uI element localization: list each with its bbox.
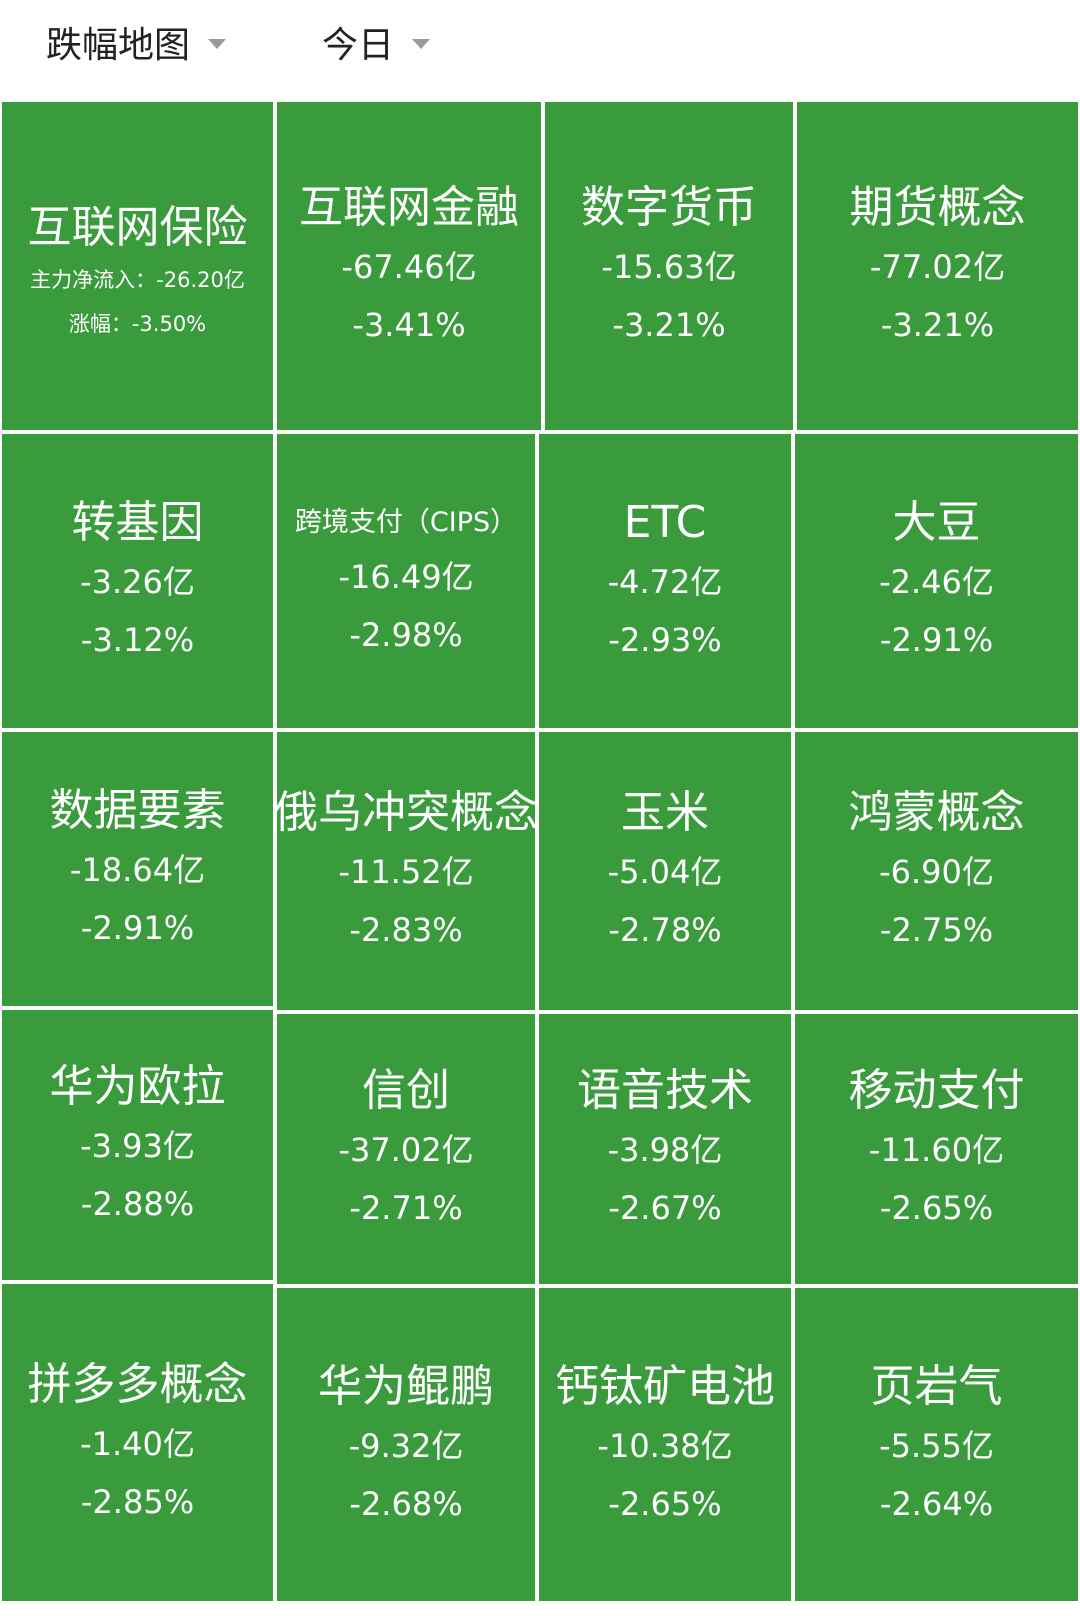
sector-name: 页岩气: [870, 1360, 1003, 1412]
change-value: -2.71%: [349, 1189, 463, 1227]
net-inflow-line: 主力净流入：-26.20亿: [30, 258, 245, 302]
sector-tile[interactable]: 移动支付 -11.60亿 -2.65%: [793, 1012, 1080, 1286]
sector-heatmap: 互联网保险 主力净流入：-26.20亿 涨幅：-3.50% 互联网金融 -67.46亿 -…: [0, 100, 1080, 1603]
net-inflow-label: 主力净流入：: [30, 268, 157, 292]
sector-tile[interactable]: 俄乌冲突概念 -11.52亿 -2.83%: [274, 730, 538, 1012]
net-inflow-value: -2.46亿: [879, 563, 994, 601]
bottom-strip: [0, 1603, 1080, 1619]
net-inflow-value: -77.02亿: [869, 248, 1006, 286]
sector-tile[interactable]: 数据要素 -18.64亿 -2.91%: [0, 730, 275, 1008]
sector-name: 互联网金融: [299, 182, 519, 233]
map-type-label: 跌幅地图: [46, 25, 191, 66]
change-value: -2.83%: [349, 911, 463, 949]
change-label: 涨幅：: [68, 312, 132, 336]
sector-tile[interactable]: 大豆 -2.46亿 -2.91%: [793, 432, 1080, 730]
change-value: -3.21%: [612, 306, 726, 344]
sector-tile[interactable]: 信创 -37.02亿 -2.71%: [275, 1012, 537, 1286]
sector-name: 鸿蒙概念: [848, 787, 1025, 838]
change-value: -2.85%: [80, 1482, 195, 1521]
net-inflow-value: -3.93亿: [80, 1127, 195, 1165]
net-inflow-value: -3.98亿: [607, 1131, 723, 1169]
net-inflow-value: -3.26亿: [80, 563, 195, 601]
sector-tile[interactable]: 华为鲲鹏 -9.32亿 -2.68%: [275, 1286, 537, 1603]
sector-name: 拼多多概念: [27, 1358, 248, 1410]
change-value: -3.41%: [352, 306, 466, 344]
net-inflow-value: -10.38亿: [597, 1426, 733, 1465]
chevron-down-icon: [412, 39, 431, 49]
net-inflow-value: -11.60亿: [868, 1131, 1005, 1169]
period-dropdown[interactable]: 今日: [322, 12, 431, 72]
sector-name: 期货概念: [849, 182, 1026, 233]
sector-name: 跨境支付（CIPS）: [294, 507, 518, 538]
sector-name: 转基因: [71, 497, 204, 548]
net-inflow-value: -15.63亿: [601, 248, 737, 286]
change-value: -3.12%: [80, 621, 195, 659]
change-value: -2.98%: [349, 616, 463, 654]
sector-name: 华为鲲鹏: [318, 1360, 494, 1412]
net-inflow-value: -6.90亿: [879, 853, 994, 891]
top-bar: 跌幅地图 今日: [0, 0, 1080, 100]
sector-tile[interactable]: 语音技术 -3.98亿 -2.67%: [537, 1012, 793, 1286]
net-inflow-value: -26.20亿: [156, 268, 245, 292]
period-label: 今日: [322, 25, 395, 66]
change-value: -3.21%: [880, 306, 995, 344]
net-inflow-value: -5.55亿: [879, 1426, 994, 1465]
change-value: -2.75%: [879, 911, 994, 949]
sector-name: 信创: [362, 1065, 450, 1116]
change-value: -2.88%: [80, 1185, 195, 1223]
sector-name: 俄乌冲突概念: [274, 787, 538, 838]
net-inflow-value: -9.32亿: [348, 1426, 464, 1465]
sector-tile[interactable]: 拼多多概念 -1.40亿 -2.85%: [0, 1282, 275, 1603]
change-value: -3.50%: [131, 312, 207, 336]
net-inflow-value: -1.40亿: [80, 1424, 195, 1463]
net-inflow-value: -18.64亿: [69, 851, 206, 889]
sector-tile[interactable]: 华为欧拉 -3.93亿 -2.88%: [0, 1008, 275, 1282]
change-value: -2.67%: [608, 1189, 722, 1227]
change-value: -2.68%: [349, 1484, 463, 1523]
change-value: -2.93%: [608, 621, 722, 659]
sector-name: 数字货币: [581, 182, 757, 233]
net-inflow-value: -67.46亿: [341, 248, 477, 286]
change-value: -2.91%: [80, 909, 195, 947]
change-value: -2.91%: [879, 621, 994, 659]
net-inflow-value: -16.49亿: [338, 558, 474, 596]
sector-tile[interactable]: 鸿蒙概念 -6.90亿 -2.75%: [793, 730, 1080, 1012]
sector-name: 互联网保险: [27, 202, 248, 253]
chevron-down-icon: [208, 39, 227, 49]
sector-name: ETC: [623, 497, 707, 548]
map-type-dropdown[interactable]: 跌幅地图: [46, 12, 227, 72]
sector-name: 大豆: [892, 497, 981, 548]
sector-tile[interactable]: 数字货币 -15.63亿 -3.21%: [543, 100, 795, 432]
net-inflow-value: -37.02亿: [338, 1131, 474, 1169]
change-value: -2.65%: [879, 1189, 994, 1227]
sector-tile[interactable]: 页岩气 -5.55亿 -2.64%: [793, 1286, 1080, 1603]
net-inflow-value: -5.04亿: [607, 853, 723, 891]
change-value: -2.64%: [879, 1484, 994, 1523]
sector-name: 玉米: [621, 787, 709, 838]
sector-tile[interactable]: ETC -4.72亿 -2.93%: [537, 432, 793, 730]
sector-tile[interactable]: 跨境支付（CIPS） -16.49亿 -2.98%: [275, 432, 537, 730]
sector-name: 华为欧拉: [49, 1061, 226, 1112]
sector-tile[interactable]: 转基因 -3.26亿 -3.12%: [0, 432, 275, 730]
change-value: -2.78%: [608, 911, 722, 949]
sector-tile[interactable]: 互联网金融 -67.46亿 -3.41%: [275, 100, 543, 432]
sector-tile[interactable]: 期货概念 -77.02亿 -3.21%: [795, 100, 1080, 432]
change-line: 涨幅：-3.50%: [69, 302, 206, 346]
sector-tile[interactable]: 互联网保险 主力净流入：-26.20亿 涨幅：-3.50%: [0, 100, 275, 432]
sector-name: 数据要素: [49, 785, 226, 836]
sector-name: 钙钛矿电池: [555, 1360, 775, 1412]
net-inflow-value: -4.72亿: [607, 563, 723, 601]
sector-name: 语音技术: [577, 1065, 753, 1116]
sector-tile[interactable]: 玉米 -5.04亿 -2.78%: [537, 730, 793, 1012]
change-value: -2.65%: [608, 1484, 722, 1523]
sector-name: 移动支付: [848, 1065, 1025, 1116]
net-inflow-value: -11.52亿: [338, 853, 474, 891]
sector-tile[interactable]: 钙钛矿电池 -10.38亿 -2.65%: [537, 1286, 793, 1603]
